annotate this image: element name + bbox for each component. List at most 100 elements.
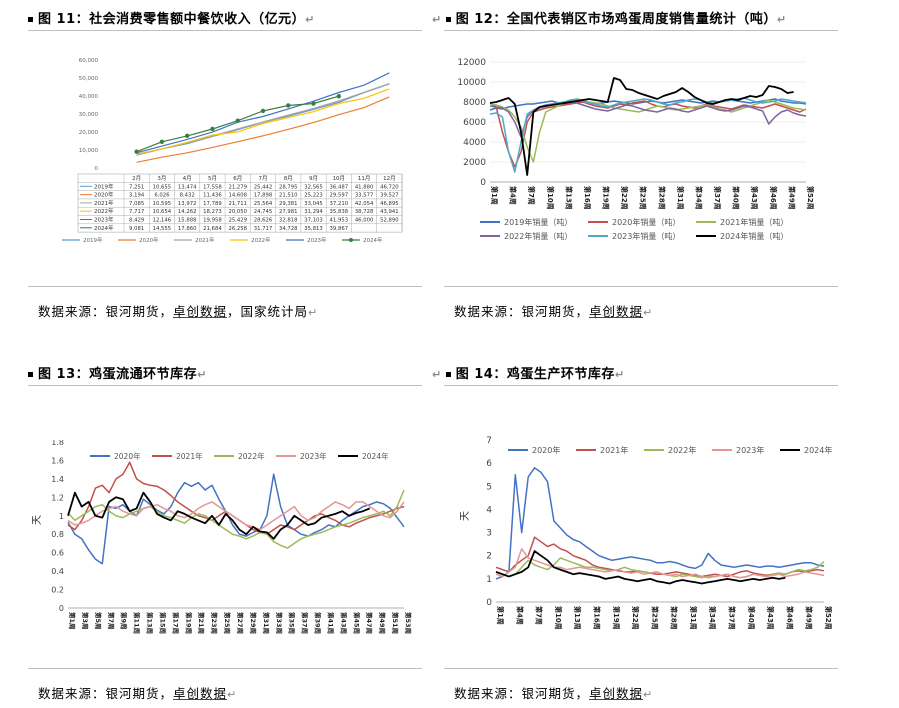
fig14-legend-label: 2023年 [736, 445, 764, 455]
fig13-x-tick-label: 第17周 [171, 612, 180, 634]
fig14-y-tick-label: 1 [486, 575, 492, 585]
fig12-chart: 12000 10000 8000 6000 4000 2000 0 第1周 第4周 第7周 第10周… [457, 58, 815, 241]
fig14-bottom-rule [444, 668, 838, 669]
fig14-x-tick-label: 第25周 [650, 606, 659, 630]
fig11-table-header: 7月 [259, 175, 268, 182]
fig14-title: ↵ 图 14：鸡蛋生产环节库存↵ [432, 367, 625, 382]
fig13-x-tick-label: 第37周 [301, 612, 310, 634]
fig14-series-2023年-line [495, 548, 825, 579]
fig13-y-tick-label: 0.8 [51, 530, 64, 539]
fig11-table-cell: 46,000 [355, 218, 374, 224]
return-mark-icon: ↵ [308, 306, 319, 319]
return-mark-icon: ↵ [776, 13, 787, 26]
return-mark-icon: ↵ [643, 688, 654, 701]
fig11-table-cell: 52,890 [380, 218, 399, 224]
fig11-table-row-label: 2020年 [94, 191, 114, 199]
fig11-chart: 60,000 50,000 40,000 30,000 20,000 10,000 0 2月 3… [62, 58, 403, 244]
fig11-table-cell: 33,577 [355, 193, 374, 199]
fig11-table-cell: 18,273 [203, 209, 222, 215]
fig13-legend-label: 2021年 [176, 451, 203, 461]
fig11-table-cell: 29,381 [279, 201, 298, 207]
fig11-y-tick-label: 0 [95, 166, 99, 172]
fig12-legend-label: 2023年销量（吨） [612, 231, 680, 241]
bullet-square-icon [28, 17, 33, 22]
fig11-legend-label: 2020年 [139, 236, 159, 244]
fig11-source-link[interactable]: 卓创数据 [173, 304, 228, 319]
fig14-y-tick-label: 0 [486, 598, 492, 608]
fig11-table-header: 3月 [157, 175, 166, 182]
fig11-table-header: 9月 [309, 175, 318, 182]
fig11-legend-label: 2021年 [195, 236, 215, 244]
fig12-source-link[interactable]: 卓创数据 [589, 304, 644, 319]
fig11-table-cell: 17,789 [203, 201, 222, 207]
fig12-top-rule [444, 30, 838, 31]
fig11-table-header: 10月 [333, 175, 346, 182]
fig11-table-cell: 14,555 [153, 226, 172, 232]
fig11-table-cell: 28,626 [254, 218, 273, 224]
fig14-legend-label: 2020年 [532, 445, 560, 455]
fig12-x-tick-label: 第25周 [639, 186, 648, 210]
fig13-y-tick-label: 1.2 [51, 493, 64, 502]
fig12-y-tick-label: 6000 [463, 118, 486, 128]
fig12-x-tick-label: 第46周 [769, 186, 778, 210]
fig13-legend-label: 2022年 [238, 451, 265, 461]
fig13-x-tick-label: 第35周 [288, 612, 297, 634]
fig14-x-tick-label: 第46周 [785, 606, 794, 630]
fig11-table-cell: 25,223 [304, 193, 323, 199]
fig14-x-tick-label: 第52周 [824, 606, 833, 630]
fig14-y-tick-label: 7 [486, 436, 492, 446]
fig14-source-link[interactable]: 卓创数据 [589, 686, 644, 701]
fig11-table-cell: 26,258 [228, 226, 247, 232]
fig11-table-header: 8月 [284, 175, 293, 182]
fig11-y-tick-label: 10,000 [79, 148, 99, 154]
fig11-table-cell: 19,958 [203, 218, 222, 224]
fig11-series-2019年-line [136, 83, 390, 156]
fig11-table-cell: 34,728 [279, 226, 298, 232]
fig14-y-tick-label: 4 [486, 505, 492, 515]
fig12-series-2021年销量（吨）-line [489, 98, 807, 163]
fig11-table-cell: 32,818 [279, 218, 298, 224]
fig13-x-tick-label: 第19周 [184, 612, 193, 634]
fig14-legend-label: 2024年 [804, 445, 832, 455]
fig14-x-tick-label: 第43周 [766, 606, 775, 630]
bullet-square-icon [445, 372, 451, 377]
fig11-table-cell: 13,972 [178, 201, 197, 207]
fig14-x-tick-label: 第13周 [573, 606, 582, 630]
fig11-series-2021年-line [136, 83, 390, 156]
fig11-table-header: 11月 [358, 175, 371, 182]
return-mark-icon: ↵ [227, 688, 238, 701]
fig12-x-tick-label: 第4周 [509, 186, 518, 205]
fig11-table-cell: 46,720 [380, 184, 399, 190]
fig11-series-2024年-point [286, 103, 291, 108]
fig12-y-tick-label: 8000 [463, 98, 486, 108]
fig12-legend-label: 2021年销量（吨） [720, 217, 788, 227]
fig11-table-cell: 31,294 [304, 209, 323, 215]
fig11-table-cell: 10,654 [153, 209, 172, 215]
return-mark-icon: ↵ [643, 306, 654, 319]
fig12-series-2024年销量（吨）-line [489, 77, 794, 176]
fig11-table-cell: 21,279 [228, 184, 247, 190]
bullet-square-icon [28, 372, 33, 377]
fig13-x-tick-label: 第51周 [391, 612, 400, 634]
fig13-source-link[interactable]: 卓创数据 [173, 686, 228, 701]
fig12-x-tick-label: 第49周 [787, 186, 796, 210]
fig11-table-cell: 29,597 [330, 193, 349, 199]
fig12-x-tick-label: 第22周 [620, 186, 629, 210]
fig12-legend-label: 2022年销量（吨） [504, 231, 572, 241]
fig14-series-2020年-line [495, 467, 825, 580]
fig13-x-tick-label: 第29周 [249, 612, 258, 634]
fig14-y-tick-label: 5 [486, 482, 492, 492]
fig12-x-tick-label: 第40周 [732, 186, 741, 210]
fig11-series-2022年-line [136, 88, 390, 155]
fig11-table-cell: 10,655 [153, 184, 172, 190]
fig11-legend-label: 2024年 [363, 236, 383, 244]
fig13-series-2020年-line [67, 473, 405, 565]
fig12-x-tick-label: 第31周 [676, 186, 685, 210]
fig11-table-cell: 27,981 [279, 209, 298, 215]
fig11-table-cell: 41,880 [355, 184, 374, 190]
fig12-x-tick-label: 第13周 [564, 186, 573, 210]
fig11-table-cell: 3,194 [129, 193, 145, 199]
fig14-top-rule [444, 385, 838, 386]
return-mark-icon: ↵ [305, 13, 315, 26]
return-mark-icon: ↵ [614, 368, 625, 381]
